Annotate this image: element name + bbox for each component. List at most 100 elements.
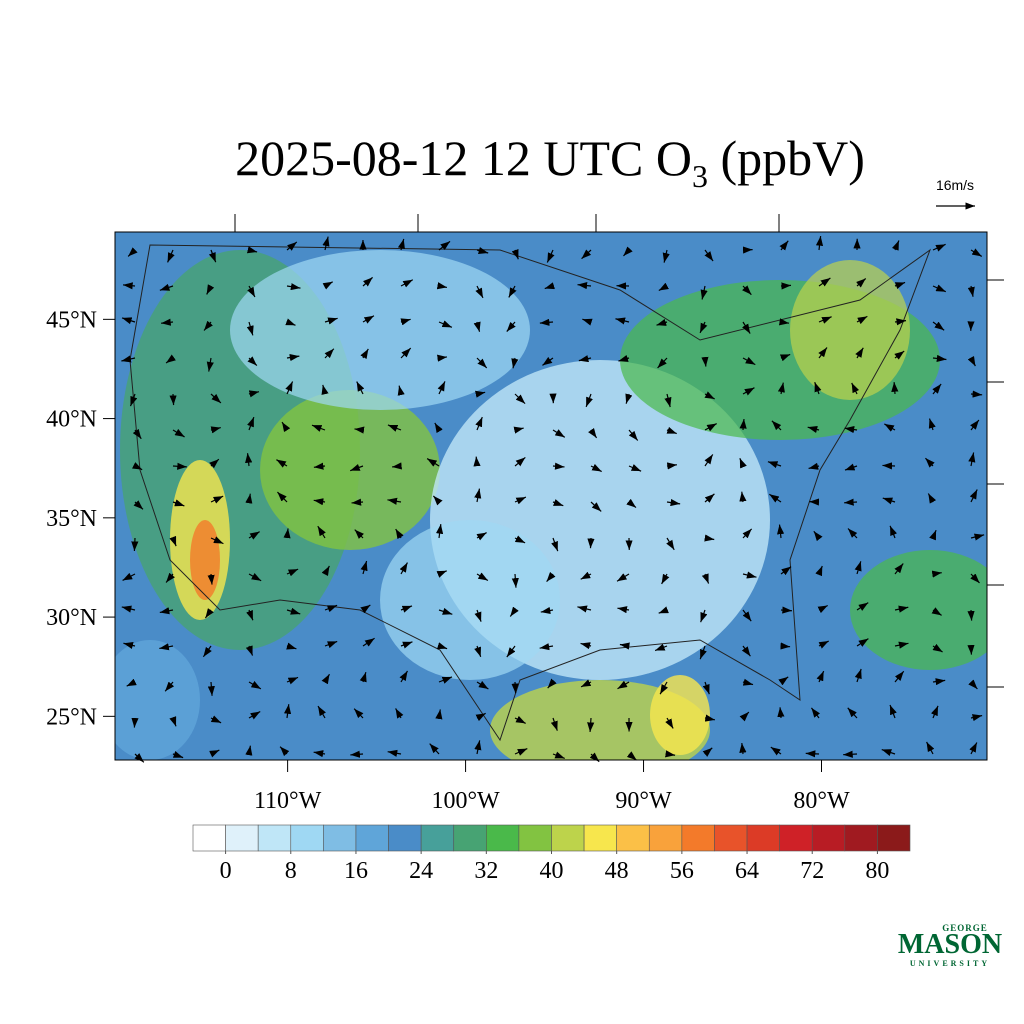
wind-vector xyxy=(580,571,592,580)
wind-vector xyxy=(169,393,177,406)
wind-vector xyxy=(397,385,405,396)
wind-vector xyxy=(844,498,858,506)
wind-vector xyxy=(313,462,326,470)
wind-vector xyxy=(626,751,637,761)
logo-top: GEORGE xyxy=(942,923,988,933)
wind-vector xyxy=(767,461,782,469)
wind-vector xyxy=(247,285,256,298)
colorbar-box xyxy=(257,824,292,852)
wind-vector xyxy=(778,318,790,326)
wind-vector xyxy=(818,277,831,287)
wind-vector xyxy=(704,423,717,432)
wind-vector xyxy=(123,641,136,649)
wind-vector xyxy=(654,643,668,652)
wind-vector xyxy=(590,463,602,473)
wind-vector xyxy=(894,350,905,360)
wind-vector xyxy=(506,645,516,658)
wind-vector xyxy=(552,751,565,759)
wind-vector xyxy=(246,609,254,621)
wind-vector xyxy=(970,419,980,431)
wind-vector xyxy=(514,535,526,544)
wind-vector xyxy=(285,381,294,395)
wind-vector xyxy=(739,711,750,722)
wind-vector xyxy=(780,606,792,614)
colorbar-box xyxy=(877,824,911,852)
wind-vector xyxy=(615,317,630,325)
wind-vector xyxy=(209,458,220,469)
wind-vector xyxy=(967,285,975,297)
wind-vector xyxy=(970,248,983,257)
wind-vector xyxy=(210,536,224,545)
colorbar-box xyxy=(811,824,846,852)
wind-vector xyxy=(476,680,489,690)
wind-vector xyxy=(664,393,672,408)
wind-vector xyxy=(657,357,668,369)
wind-vector xyxy=(701,356,709,367)
wind-vector xyxy=(816,670,825,683)
wind-vector xyxy=(322,281,333,290)
wind-vector xyxy=(924,457,935,468)
lon-label: 110°W xyxy=(254,788,322,814)
wind-vector xyxy=(856,278,867,288)
wind-vector xyxy=(169,535,177,547)
wind-vector xyxy=(511,681,519,694)
wind-vector xyxy=(539,643,554,651)
wind-vector xyxy=(970,573,980,584)
wind-vector xyxy=(547,678,557,689)
wind-vector xyxy=(121,317,136,325)
wind-vector xyxy=(628,464,642,472)
wind-vector xyxy=(286,607,301,615)
wind-vector xyxy=(659,681,668,695)
wind-vector xyxy=(970,533,985,541)
wind-vector xyxy=(881,748,896,757)
wind-vector xyxy=(742,321,751,334)
wind-vector xyxy=(926,741,935,755)
wind-vector xyxy=(474,488,482,503)
wind-vector xyxy=(131,717,139,728)
wind-vector xyxy=(247,416,255,431)
wind-vector xyxy=(702,747,713,757)
wind-vector xyxy=(623,246,633,257)
wind-vector xyxy=(324,348,335,359)
wind-vector xyxy=(894,605,909,613)
colorbar-box xyxy=(518,824,552,852)
wind-vector xyxy=(742,387,755,396)
wind-vector xyxy=(165,572,175,583)
wind-vector xyxy=(432,495,443,506)
wind-vector xyxy=(894,641,909,649)
colorbar-label: 16 xyxy=(344,858,368,884)
wind-vector xyxy=(313,750,326,758)
wind-vector xyxy=(400,318,411,326)
wind-vector xyxy=(436,524,444,539)
wind-vector xyxy=(661,573,670,585)
wind-vector xyxy=(550,717,558,731)
wind-vector xyxy=(436,570,447,578)
wind-vector xyxy=(362,276,374,287)
wind-vector xyxy=(856,315,868,325)
wind-vector xyxy=(742,678,754,686)
wind-vector xyxy=(813,530,823,542)
wind-vector xyxy=(172,462,187,470)
wind-vector xyxy=(286,642,297,650)
wind-vector xyxy=(474,609,482,622)
wind-vector xyxy=(932,678,946,686)
wind-vector xyxy=(395,708,404,719)
wind-vector xyxy=(808,462,820,470)
wind-vector xyxy=(777,382,785,395)
wind-vector xyxy=(248,531,260,540)
wind-vector xyxy=(123,282,136,290)
colorbar-box xyxy=(355,824,389,852)
wind-vector xyxy=(246,321,254,336)
title-unit: (ppbV) xyxy=(708,130,865,186)
wind-vector xyxy=(277,491,288,503)
wind-vector xyxy=(514,393,526,405)
wind-vector xyxy=(932,383,942,395)
wind-vector xyxy=(894,563,904,575)
colorbar-box xyxy=(453,824,487,852)
wind-vector xyxy=(626,498,637,509)
wind-vector xyxy=(970,714,983,722)
wind-vector xyxy=(656,318,668,326)
wind-vector xyxy=(395,528,404,540)
wind-vector xyxy=(350,750,364,758)
